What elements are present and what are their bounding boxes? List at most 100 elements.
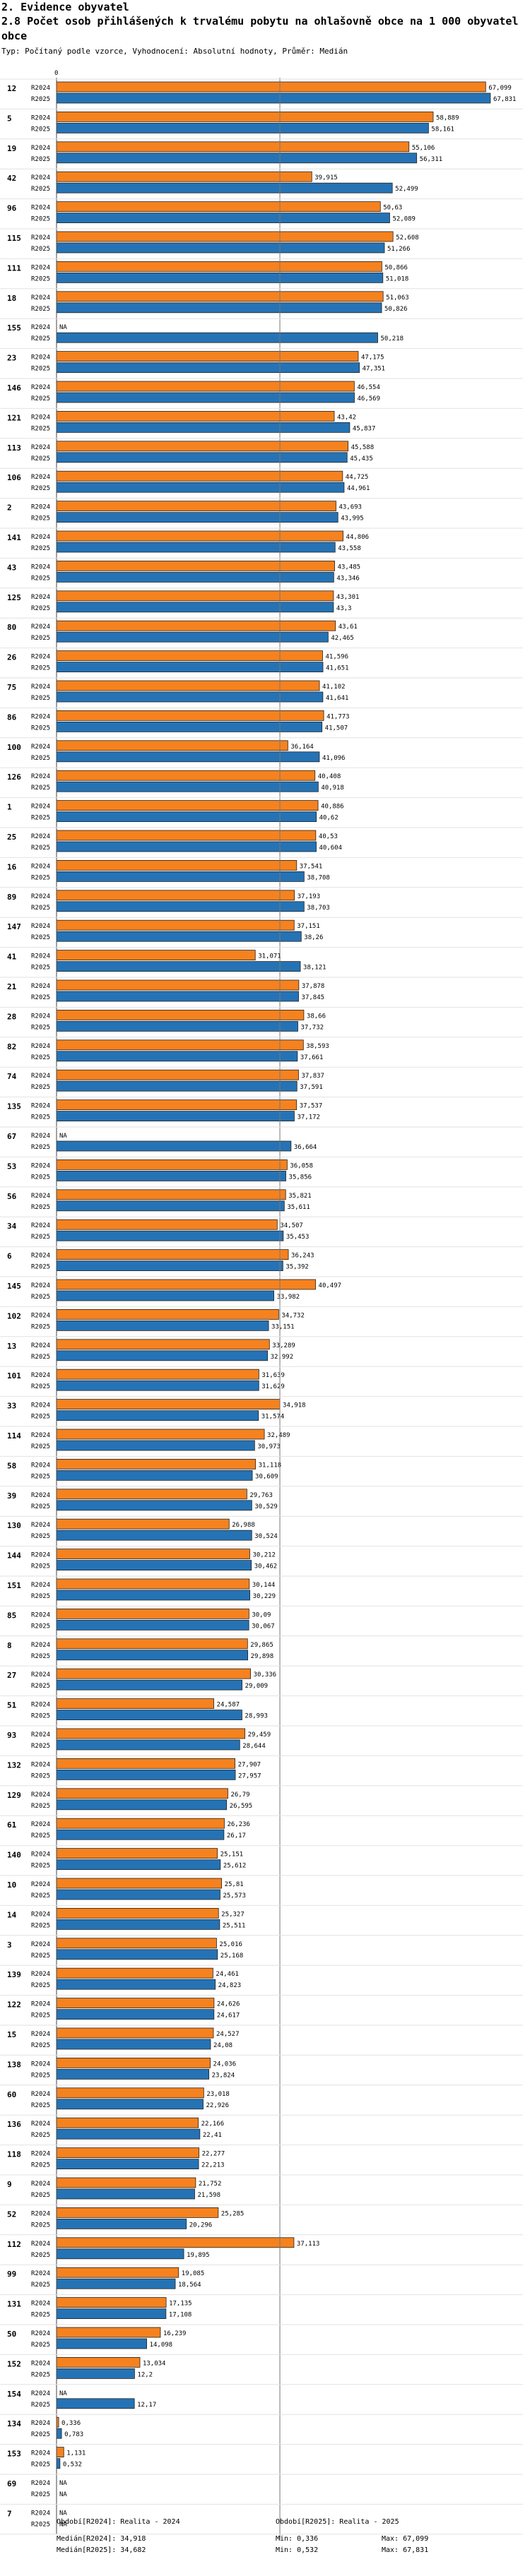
bar-r2024 bbox=[56, 2147, 200, 2159]
value-label: 52,499 bbox=[395, 186, 418, 193]
series-label: R2024 bbox=[31, 684, 50, 691]
series-label: R2025 bbox=[31, 425, 50, 432]
bar-r2025 bbox=[56, 1021, 298, 1032]
value-label: 1,131 bbox=[66, 2450, 86, 2457]
value-label: 29,009 bbox=[245, 1683, 269, 1690]
value-label: 39,915 bbox=[314, 174, 338, 181]
series-label: R2025 bbox=[31, 126, 50, 133]
bar-r2025 bbox=[56, 93, 491, 104]
bar-r2025 bbox=[56, 2278, 176, 2289]
value-label: 30,524 bbox=[254, 1533, 278, 1540]
entry-id-label: 53 bbox=[7, 1162, 16, 1171]
bar-r2025 bbox=[56, 1500, 252, 1511]
bar-r2024 bbox=[56, 1309, 279, 1320]
entry-id-label: 60 bbox=[7, 2090, 16, 2099]
bar-r2024 bbox=[56, 1039, 304, 1051]
value-label: 38,121 bbox=[303, 965, 326, 972]
series-label: R2024 bbox=[31, 1971, 50, 1978]
series-label: R2025 bbox=[31, 1832, 50, 1839]
value-label: 29,898 bbox=[251, 1653, 274, 1660]
series-label: R2024 bbox=[31, 1013, 50, 1020]
series-label: R2024 bbox=[31, 624, 50, 631]
bar-r2025 bbox=[56, 1469, 253, 1481]
value-label: 41,651 bbox=[326, 665, 349, 672]
bar-r2024 bbox=[56, 2327, 161, 2338]
entry-id-label: 115 bbox=[7, 234, 21, 243]
bar-r2024 bbox=[56, 1429, 265, 1440]
footer-min-2024: Min: 0,336 bbox=[276, 2535, 319, 2543]
series-label: R2024 bbox=[31, 1282, 50, 1289]
series-label: R2024 bbox=[31, 324, 50, 331]
value-label: 22,41 bbox=[203, 2132, 222, 2139]
bar-r2024 bbox=[56, 770, 316, 781]
value-label: 41,641 bbox=[326, 695, 349, 702]
bar-r2024 bbox=[56, 890, 295, 901]
value-label: 50,63 bbox=[383, 205, 402, 212]
series-label: R2025 bbox=[31, 96, 50, 103]
bar-r2025 bbox=[56, 602, 334, 613]
entry-id-label: 69 bbox=[7, 2479, 16, 2488]
series-label: R2024 bbox=[31, 1941, 50, 1948]
value-label: 35,611 bbox=[287, 1204, 310, 1211]
series-label: R2024 bbox=[31, 2270, 50, 2277]
series-label: R2025 bbox=[31, 1054, 50, 1061]
series-label: R2025 bbox=[31, 2282, 50, 2289]
value-label: 38,593 bbox=[306, 1043, 329, 1050]
value-label: 24,587 bbox=[217, 1702, 240, 1709]
entry-id-label: 147 bbox=[7, 922, 21, 931]
bar-r2025 bbox=[56, 1769, 236, 1780]
bar-r2025 bbox=[56, 1859, 221, 1871]
bar-r2025 bbox=[56, 482, 345, 493]
series-label: R2025 bbox=[31, 1174, 50, 1181]
value-label: 27,957 bbox=[238, 1772, 261, 1779]
bar-r2025 bbox=[56, 1290, 274, 1301]
value-label: 43,3 bbox=[336, 605, 352, 612]
series-label: R2024 bbox=[31, 2390, 50, 2397]
value-label: 47,351 bbox=[363, 366, 386, 373]
series-label: R2025 bbox=[31, 845, 50, 852]
series-label: R2025 bbox=[31, 2312, 50, 2319]
entry-id-label: 101 bbox=[7, 1371, 21, 1381]
bar-r2024 bbox=[56, 561, 335, 571]
entry-id-label: 82 bbox=[7, 1042, 16, 1051]
entry-id-label: 10 bbox=[7, 1880, 16, 1890]
value-label: 42,465 bbox=[331, 635, 354, 642]
bar-r2025 bbox=[56, 2128, 201, 2140]
value-label: 31,574 bbox=[261, 1414, 285, 1421]
bar-r2025 bbox=[56, 1200, 285, 1212]
bar-r2025 bbox=[56, 1979, 216, 1990]
value-label: 34,918 bbox=[283, 1402, 306, 1409]
bar-r2025 bbox=[56, 1949, 218, 1960]
footer-period-2024: Období[R2024]: Realita - 2024 bbox=[57, 2518, 180, 2526]
value-label: 29,459 bbox=[248, 1731, 271, 1739]
value-label: 40,53 bbox=[319, 833, 338, 840]
series-label: R2025 bbox=[31, 934, 50, 941]
series-label: R2024 bbox=[31, 1043, 50, 1050]
entry-id-label: 61 bbox=[7, 1820, 17, 1830]
entry-id-label: 25 bbox=[7, 833, 16, 842]
bar-r2025 bbox=[56, 841, 317, 852]
bar-r2025 bbox=[56, 1710, 242, 1721]
entry-id-label: 146 bbox=[7, 383, 21, 393]
entry-id-label: 75 bbox=[7, 683, 16, 692]
bar-r2025 bbox=[56, 1051, 298, 1062]
bar-r2024 bbox=[56, 1399, 281, 1409]
footer-min-2025: Min: 0,532 bbox=[276, 2546, 319, 2554]
entry-id-label: 86 bbox=[7, 712, 17, 722]
bar-r2025 bbox=[56, 901, 305, 912]
entry-id-label: 140 bbox=[7, 1851, 21, 1860]
bar-r2025 bbox=[56, 362, 360, 373]
value-label: 33,289 bbox=[272, 1342, 295, 1349]
value-label: 25,327 bbox=[221, 1911, 245, 1918]
bar-r2024 bbox=[56, 1518, 230, 1530]
entry-id-label: 3 bbox=[7, 1940, 12, 1950]
value-label: 25,285 bbox=[221, 2210, 245, 2217]
series-label: R2024 bbox=[31, 953, 50, 960]
bar-r2025 bbox=[56, 392, 355, 403]
value-label: 34,507 bbox=[280, 1222, 303, 1229]
value-label: 67,831 bbox=[493, 96, 517, 103]
value-label: 40,62 bbox=[319, 815, 338, 822]
series-label: R2024 bbox=[31, 504, 50, 511]
bar-r2024 bbox=[56, 171, 312, 182]
series-label: R2025 bbox=[31, 1863, 50, 1870]
